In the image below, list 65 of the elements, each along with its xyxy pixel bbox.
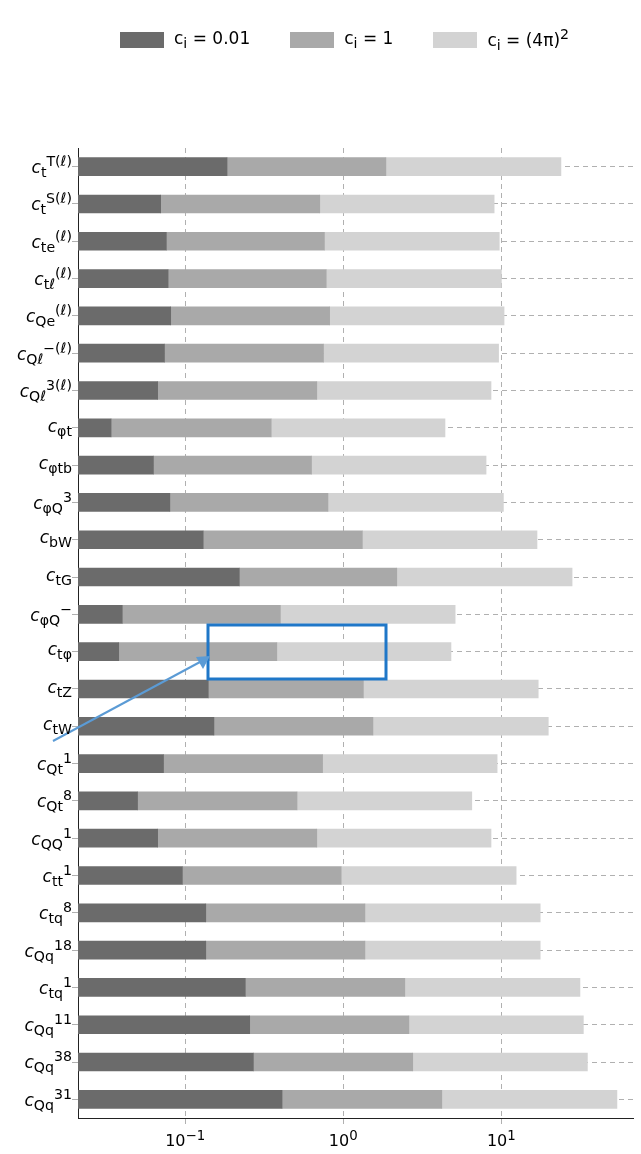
y-tick-label: c$_{tZ}$: [46, 676, 72, 701]
bar: [340, 866, 517, 885]
bar: [78, 157, 228, 176]
bar: [78, 605, 123, 624]
x-tick-label: 10$^{0}$: [328, 1128, 358, 1151]
bar: [372, 716, 549, 736]
bar: [329, 306, 505, 326]
bar: [311, 455, 487, 475]
bar: [78, 530, 204, 550]
bar: [280, 605, 456, 624]
bar: [327, 493, 504, 512]
bar: [325, 269, 502, 288]
bar: [363, 679, 539, 699]
y-tick-label: c$_{tG}$: [45, 564, 72, 589]
bar: [364, 903, 541, 923]
y-tick-label: c$_{bW}$: [38, 527, 72, 551]
x-tick-label: 10$^{−1}$: [165, 1128, 206, 1151]
bar: [78, 679, 209, 699]
bar: [78, 493, 171, 512]
bar: [316, 828, 492, 848]
bar: [323, 343, 499, 363]
bar: [78, 269, 169, 288]
bar: [78, 642, 120, 661]
legend-label: c$_{i}$ = 1: [344, 27, 394, 52]
y-tick-label: c$_{tW}$: [42, 713, 72, 738]
bar: [408, 1015, 584, 1035]
bar: [78, 1015, 251, 1035]
legend-label: c$_{i}$ = 0.01: [174, 27, 251, 52]
x-tick-label: 10$^{1}$: [486, 1128, 516, 1151]
legend-label: c$_{i}$ = (4π)$^{2}$: [487, 26, 570, 54]
bar: [78, 455, 154, 475]
bar: [78, 1090, 283, 1109]
bar: [396, 567, 573, 587]
bar: [78, 381, 158, 400]
bar: [270, 418, 446, 438]
y-tick-label: c$_{φt}$: [46, 415, 72, 439]
bar: [78, 231, 167, 251]
bar: [412, 1052, 588, 1072]
bar: [441, 1090, 618, 1109]
bar: [78, 828, 158, 848]
bar: [78, 418, 112, 438]
bar: [78, 940, 207, 960]
bar: [362, 530, 538, 550]
y-tick-label: c$_{tφ}$: [46, 639, 72, 663]
bar: [385, 157, 562, 176]
bar: [78, 716, 215, 736]
bar: [319, 194, 495, 214]
bar: [78, 343, 165, 363]
bar: [78, 567, 240, 587]
bar: [296, 791, 473, 811]
bar: [78, 194, 161, 214]
bar: [276, 642, 452, 661]
bar: [78, 306, 172, 326]
bar: [324, 231, 500, 251]
y-tick-label: c$_{φtb}$: [37, 452, 72, 477]
bar: [78, 866, 183, 885]
bar: [78, 791, 138, 811]
bar: [404, 978, 581, 997]
bar: [78, 903, 207, 923]
bar: [78, 1052, 254, 1072]
bar: [322, 754, 498, 773]
bar: [316, 381, 492, 400]
bar: [78, 754, 164, 773]
bar: [78, 978, 246, 997]
bar: [364, 940, 541, 960]
